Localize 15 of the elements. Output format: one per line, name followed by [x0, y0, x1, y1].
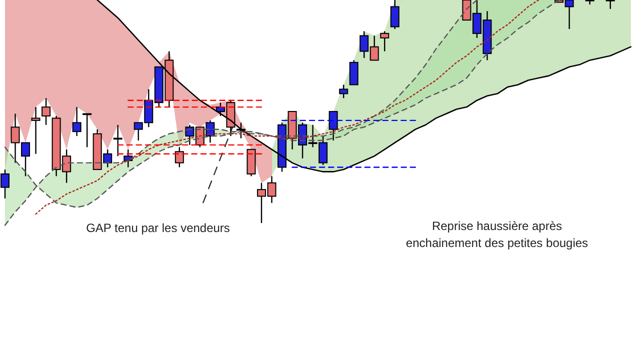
- candlestick: [339, 84, 348, 99]
- candlestick: [0, 168, 10, 200]
- candlestick: [349, 60, 358, 86]
- candlestick: [380, 30, 390, 52]
- candlestick: [72, 106, 82, 137]
- annotation: Reprise haussière après enchainement des petites bougies: [406, 219, 588, 250]
- candlestick: [585, 0, 594, 6]
- candlestick: [328, 110, 338, 142]
- candlestick: [606, 0, 615, 10]
- annotation: GAP tenu par les vendeurs: [86, 221, 230, 235]
- candlestick: [42, 98, 51, 126]
- candlestick: [31, 106, 40, 154]
- candlestick: [174, 146, 184, 168]
- candlestick: [82, 113, 92, 148]
- candlestick: [390, 0, 400, 30]
